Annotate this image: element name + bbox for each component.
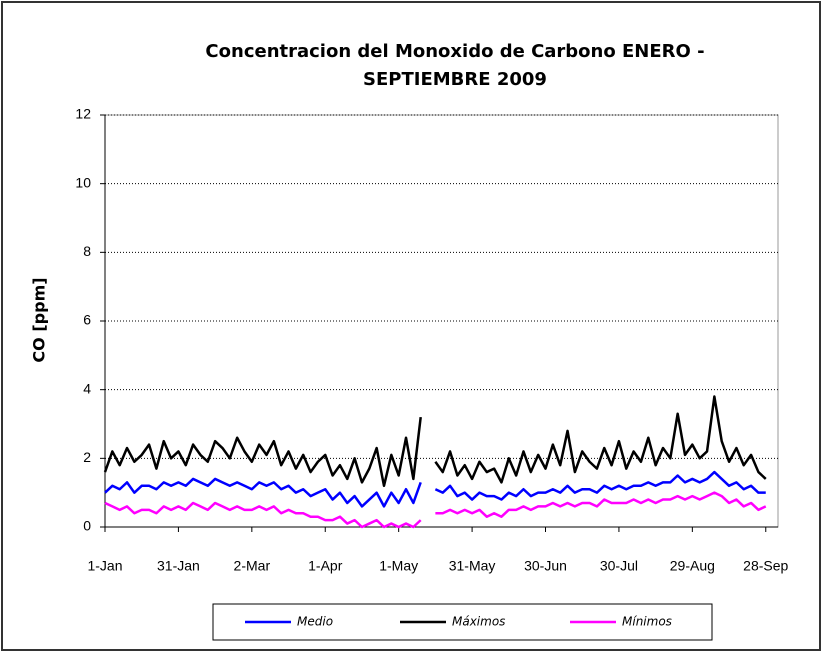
chart-title: Concentracion del Monoxido de Carbono EN… bbox=[205, 41, 704, 62]
x-tick-label: 30-Jul bbox=[600, 558, 638, 574]
y-tick-label: 10 bbox=[75, 174, 91, 190]
y-tick-label: 8 bbox=[83, 243, 91, 259]
series-line bbox=[103, 395, 767, 488]
x-tick-label: 28-Sep bbox=[743, 558, 788, 574]
y-tick-label: 2 bbox=[83, 449, 91, 465]
x-tick-label: 30-Jun bbox=[524, 558, 567, 574]
x-tick-label: 2-Mar bbox=[234, 558, 271, 574]
legend-label: Máximos bbox=[452, 615, 505, 629]
x-tick-label: 29-Aug bbox=[670, 558, 715, 574]
series-line bbox=[104, 491, 767, 529]
x-tick-label: 1-Apr bbox=[308, 558, 343, 574]
chart-title: SEPTIEMBRE 2009 bbox=[363, 69, 547, 90]
y-tick-label: 0 bbox=[83, 518, 91, 534]
x-tick-label: 31-Jan bbox=[157, 558, 200, 574]
x-tick-label: 31-May bbox=[449, 558, 496, 574]
legend-label: Medio bbox=[297, 615, 333, 629]
y-tick-label: 12 bbox=[75, 106, 91, 122]
y-tick-label: 6 bbox=[83, 312, 91, 328]
y-axis-label: CO [ppm] bbox=[30, 277, 49, 362]
legend-label: Mínimos bbox=[622, 615, 672, 629]
y-tick-label: 4 bbox=[83, 380, 91, 396]
legend-box bbox=[212, 603, 713, 641]
series-line bbox=[104, 470, 766, 508]
x-tick-label: 1-May bbox=[379, 558, 418, 574]
x-tick-label: 1-Jan bbox=[87, 558, 122, 574]
